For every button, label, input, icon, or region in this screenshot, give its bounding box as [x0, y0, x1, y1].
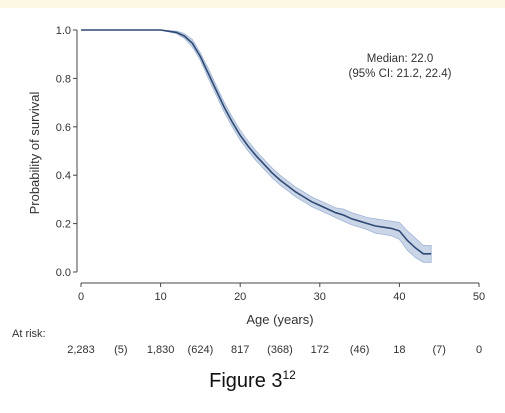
- median-annotation: Median: 22.0: [367, 53, 434, 65]
- figure-caption: Figure 312: [0, 368, 505, 393]
- y-tick-label: 0.8: [56, 73, 71, 85]
- x-tick-label: 50: [473, 291, 485, 303]
- x-axis-title: Age (years): [246, 312, 313, 327]
- at-risk-value: (5): [114, 344, 127, 356]
- top-highlight-band: [0, 0, 505, 8]
- ci-annotation: (95% CI: 21.2, 22.4): [349, 68, 452, 80]
- at-risk-label: At risk:: [12, 328, 46, 340]
- at-risk-value: 18: [393, 344, 405, 356]
- caption-text: Figure 3: [209, 370, 283, 392]
- at-risk-value: 172: [311, 344, 329, 356]
- at-risk-value: (368): [267, 344, 293, 356]
- at-risk-value: (624): [188, 344, 214, 356]
- x-tick-label: 0: [78, 291, 84, 303]
- at-risk-value: 2,283: [67, 344, 95, 356]
- y-tick-label: 0.4: [56, 170, 71, 182]
- x-tick-label: 40: [393, 291, 405, 303]
- x-tick-label: 10: [154, 291, 166, 303]
- x-tick-label: 30: [314, 291, 326, 303]
- at-risk-value: (46): [350, 344, 370, 356]
- y-tick-label: 0.0: [56, 267, 71, 279]
- y-axis-title: Probability of survival: [27, 91, 42, 214]
- at-risk-value: 817: [231, 344, 249, 356]
- at-risk-value: 0: [476, 344, 482, 356]
- caption-superscript: 12: [282, 368, 296, 382]
- at-risk-value: (7): [432, 344, 445, 356]
- y-tick-label: 1.0: [56, 25, 71, 37]
- at-risk-row: 2,283 (5) 1,830 (624) 817 (368) 172 (46) 18 (7) 0: [67, 344, 482, 356]
- y-tick-label: 0.2: [56, 219, 71, 231]
- at-risk-value: 1,830: [147, 344, 175, 356]
- axes-layer: 0.0 0.2 0.4 0.6 0.8 1.0 0 10 20 30 40 50: [56, 25, 485, 303]
- survival-chart: 0.0 0.2 0.4 0.6 0.8 1.0 0 10 20 30 40 50 Age (years…: [12, 25, 485, 356]
- x-tick-label: 20: [234, 291, 246, 303]
- survival-line-layer: [81, 29, 432, 255]
- survival-curve: [81, 29, 432, 255]
- y-tick-label: 0.6: [56, 122, 71, 134]
